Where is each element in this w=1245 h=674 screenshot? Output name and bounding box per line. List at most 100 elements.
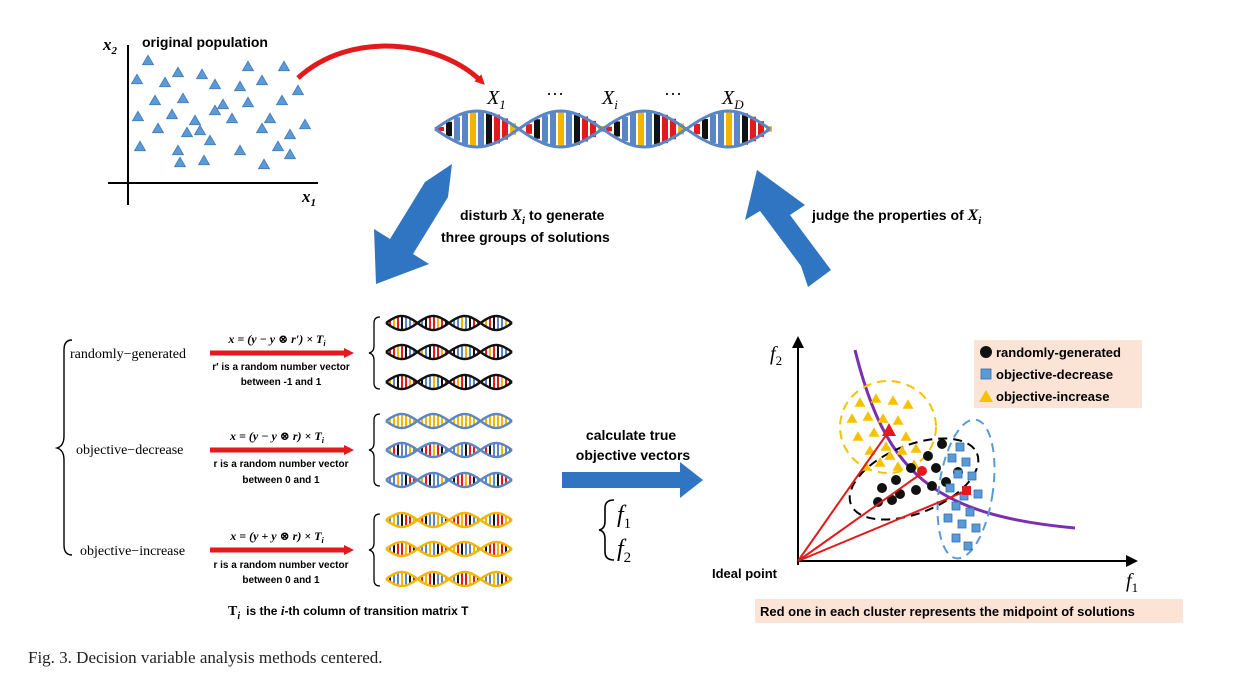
objective-decrease-point bbox=[971, 523, 981, 533]
small-dna-rung bbox=[429, 414, 431, 428]
note1-randomly-generated: r′ is a random number vector bbox=[212, 362, 350, 373]
top-dna-rung bbox=[510, 123, 516, 135]
top-dna-rung bbox=[478, 111, 484, 147]
small-dna-rung bbox=[461, 316, 463, 330]
small-dna-rung bbox=[465, 443, 467, 457]
small-dna-strand-b bbox=[385, 511, 513, 529]
brace-objective-decrease bbox=[368, 413, 381, 487]
small-dna-rung bbox=[473, 574, 475, 584]
small-dna-rung bbox=[453, 517, 455, 523]
small-dna-rung bbox=[421, 379, 423, 385]
small-dna-rung bbox=[473, 475, 475, 485]
small-dna-rung bbox=[485, 516, 487, 524]
small-dna-rung bbox=[433, 316, 435, 330]
population-point bbox=[291, 84, 305, 96]
small-dna-rung bbox=[437, 443, 439, 457]
small-dna-rung bbox=[421, 447, 423, 453]
small-dna-rung bbox=[441, 346, 443, 358]
small-dna-rung bbox=[393, 445, 395, 455]
small-dna-rung bbox=[397, 316, 399, 330]
variable-dots-2: ··· bbox=[664, 84, 682, 104]
curved-red-arrow bbox=[296, 43, 485, 85]
small-dna-rung bbox=[401, 414, 403, 428]
small-dna-rung bbox=[397, 443, 399, 457]
small-dna-group-0-0 bbox=[385, 314, 513, 332]
small-dna-rung bbox=[493, 473, 495, 487]
small-dna-rung bbox=[489, 543, 491, 555]
small-dna-rung bbox=[413, 516, 415, 524]
population-point bbox=[255, 74, 269, 86]
small-dna-rung bbox=[409, 543, 411, 555]
small-dna-rung bbox=[493, 542, 495, 556]
group-objective-increase: objective−increase x = (y + y ⊗ r) × Ti … bbox=[80, 513, 381, 587]
small-dna-rung bbox=[421, 320, 423, 326]
groups-brace bbox=[54, 339, 73, 556]
small-dna-rung bbox=[465, 473, 467, 487]
small-dna-rung bbox=[465, 375, 467, 389]
group-label-objective-decrease: objective−decrease bbox=[76, 443, 183, 458]
small-dna-rung bbox=[425, 318, 427, 328]
small-dna-rung bbox=[497, 443, 499, 457]
legend-marker-objective-decrease bbox=[980, 368, 992, 380]
small-dna-rung bbox=[477, 477, 479, 483]
small-dna-rung bbox=[405, 572, 407, 586]
randomly-generated-point bbox=[923, 451, 933, 461]
small-dna-rung bbox=[501, 345, 503, 359]
population-point bbox=[298, 118, 312, 130]
small-dna-strand-b bbox=[385, 540, 513, 558]
small-dna-rung bbox=[389, 447, 391, 453]
small-dna-rung bbox=[477, 349, 479, 355]
small-dna-rung bbox=[501, 572, 503, 586]
small-dna-group-2-2 bbox=[385, 570, 513, 588]
small-dna-rung bbox=[397, 414, 399, 428]
population-point bbox=[195, 68, 209, 80]
top-dna-rung bbox=[638, 111, 644, 147]
top-dna-rung bbox=[574, 113, 580, 145]
small-dna-rung bbox=[429, 542, 431, 556]
top-dna-rung bbox=[582, 116, 588, 142]
variable-xd: XD bbox=[721, 87, 744, 112]
small-dna-group-0-1 bbox=[385, 343, 513, 361]
small-dna-rung bbox=[489, 573, 491, 585]
small-dna-rung bbox=[489, 346, 491, 358]
small-dna-rung bbox=[501, 542, 503, 556]
small-dna-rung bbox=[497, 473, 499, 487]
small-dna-rung bbox=[469, 513, 471, 527]
objective-decrease-point bbox=[955, 442, 965, 452]
small-dna-rung bbox=[473, 445, 475, 455]
small-dna-rung bbox=[485, 476, 487, 484]
small-dna-rung bbox=[469, 572, 471, 586]
small-dna-rung bbox=[421, 576, 423, 582]
small-dna-rung bbox=[437, 572, 439, 586]
small-dna-rung bbox=[441, 444, 443, 456]
top-dna-strand bbox=[434, 109, 772, 149]
small-dna-rung bbox=[429, 572, 431, 586]
small-dna-rung bbox=[445, 477, 447, 483]
small-dna-rung bbox=[429, 443, 431, 457]
randomly-generated-point bbox=[887, 495, 897, 505]
objective-increase-point bbox=[854, 397, 866, 407]
objective-f1: f1 bbox=[617, 502, 631, 532]
small-dna-rung bbox=[441, 376, 443, 388]
small-dna-rung bbox=[457, 346, 459, 358]
small-dna-rung bbox=[397, 375, 399, 389]
formula-randomly-generated: x = (y − y ⊗ r′) × Ti bbox=[227, 332, 326, 348]
top-dna-rung bbox=[646, 111, 652, 147]
small-dna-rung bbox=[409, 474, 411, 486]
population-point bbox=[141, 54, 155, 66]
top-dna-rung bbox=[702, 118, 708, 140]
group-label-randomly-generated: randomly−generated bbox=[70, 347, 186, 362]
population-point bbox=[193, 124, 207, 136]
small-dna-rung bbox=[501, 443, 503, 457]
top-dna-rung bbox=[710, 115, 716, 143]
small-dna-rung bbox=[497, 414, 499, 428]
small-dna-strand-b bbox=[385, 441, 513, 459]
small-dna-rung bbox=[469, 542, 471, 556]
objective-decrease-point bbox=[951, 533, 961, 543]
objective-x-label: f1 bbox=[1126, 570, 1138, 595]
small-dna-rung bbox=[469, 316, 471, 330]
population-point bbox=[148, 94, 162, 106]
small-dna-rung bbox=[473, 544, 475, 554]
small-dna-rung bbox=[393, 574, 395, 584]
small-dna-group-1-2 bbox=[385, 471, 513, 489]
